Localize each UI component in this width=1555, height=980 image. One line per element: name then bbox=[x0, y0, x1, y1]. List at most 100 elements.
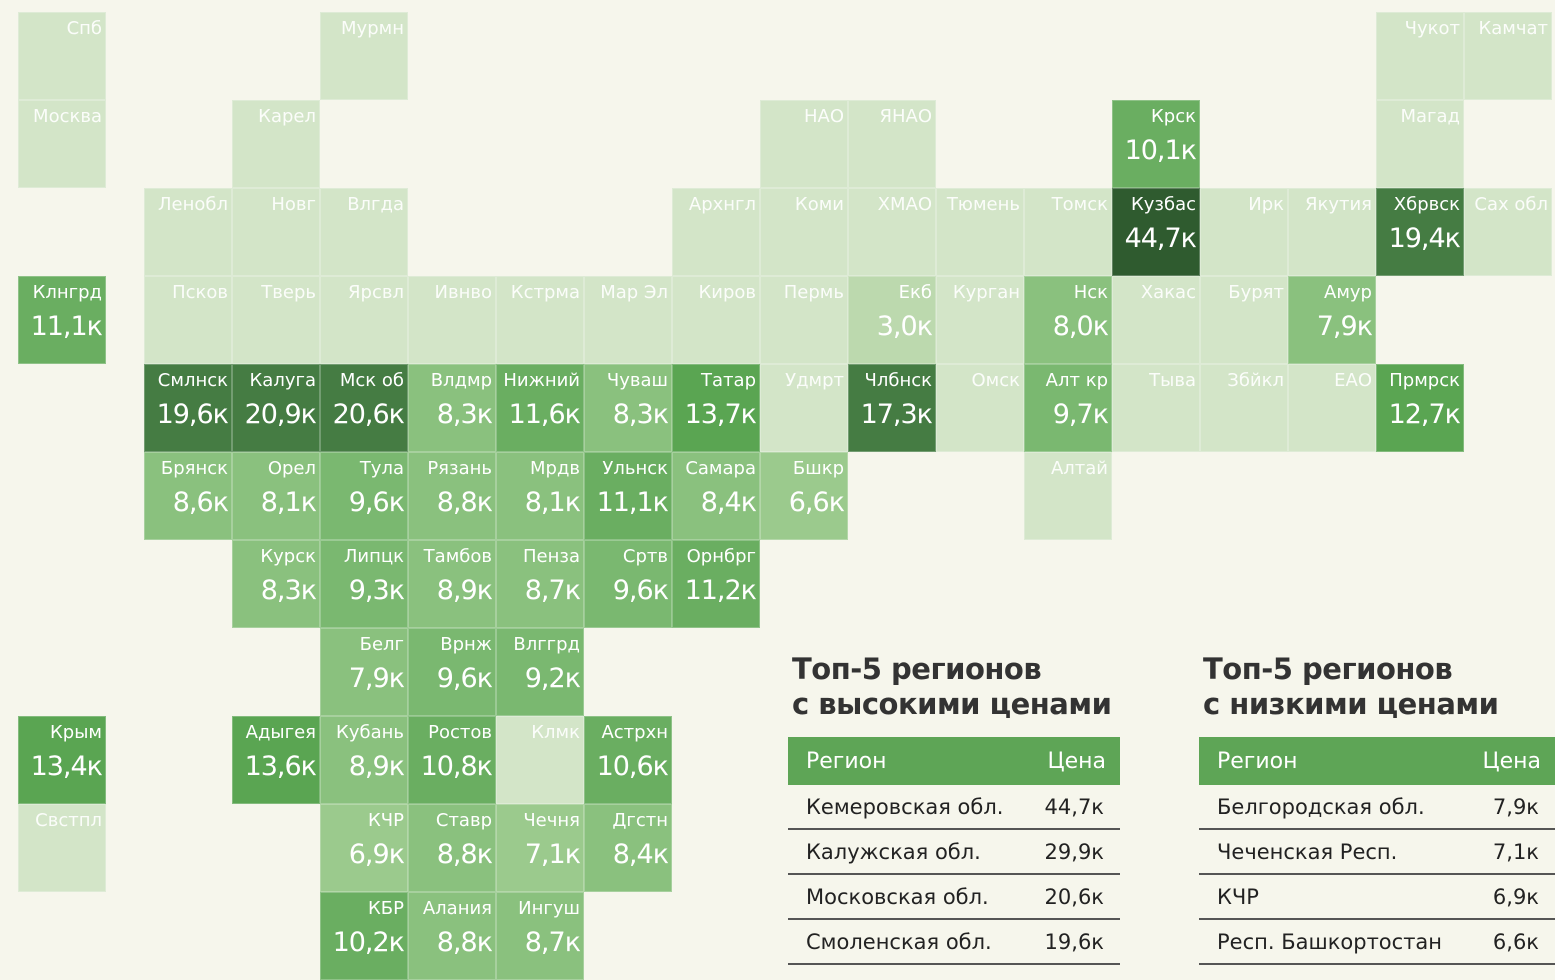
region-tile: Магад bbox=[1376, 100, 1464, 188]
region-value: 9,2к bbox=[524, 663, 581, 694]
region-name: Ивнво bbox=[434, 282, 492, 303]
region-tile: Врнж 9,6к bbox=[408, 628, 496, 716]
region-tile: Москва bbox=[18, 100, 106, 188]
table-header: Регион Цена bbox=[1199, 737, 1555, 785]
region-name: Алт кр bbox=[1045, 370, 1108, 391]
region-value: 10,1к bbox=[1124, 135, 1197, 166]
table-cell: Респ. Башкортостан bbox=[1217, 929, 1443, 954]
region-name: Новг bbox=[271, 194, 316, 215]
region-tile: Бшкр 6,6к bbox=[760, 452, 848, 540]
region-name: Ростов bbox=[428, 722, 492, 743]
region-tile: Киров bbox=[672, 276, 760, 364]
region-tile: Хбрвск 19,4к bbox=[1376, 188, 1464, 276]
region-tile: Ивнво bbox=[408, 276, 496, 364]
region-tile: Тула 9,6к bbox=[320, 452, 408, 540]
region-name: Ставр bbox=[435, 810, 492, 831]
region-tile: Тыва bbox=[1112, 364, 1200, 452]
region-value: 12,7к bbox=[1388, 399, 1461, 430]
table-cell: 29,9к bbox=[1044, 839, 1104, 864]
region-tile: Ульнск 11,1к bbox=[584, 452, 672, 540]
region-tile: Брянск 8,6к bbox=[144, 452, 232, 540]
region-tile: Мурмн bbox=[320, 12, 408, 100]
region-tile: Кузбас 44,7к bbox=[1112, 188, 1200, 276]
region-name: Мск об bbox=[339, 370, 404, 391]
region-name: Свстпл bbox=[35, 810, 102, 831]
region-value: 8,1к bbox=[524, 487, 581, 518]
region-name: Бурят bbox=[1228, 282, 1284, 303]
region-tile: Чуваш 8,3к bbox=[584, 364, 672, 452]
table-cell: Калужская обл. bbox=[806, 839, 981, 864]
table-cell: Белгородская обл. bbox=[1217, 794, 1425, 819]
region-tile: Алтай bbox=[1024, 452, 1112, 540]
region-name: Спб bbox=[66, 18, 102, 39]
region-name: Мурмн bbox=[341, 18, 404, 39]
region-name: Адыгея bbox=[245, 722, 316, 743]
region-name: Кстрма bbox=[510, 282, 580, 303]
region-value: 9,6к bbox=[436, 663, 493, 694]
region-name: Пермь bbox=[783, 282, 844, 303]
region-name: Москва bbox=[33, 106, 102, 127]
region-tile: Пенза 8,7к bbox=[496, 540, 584, 628]
region-name: Ирк bbox=[1248, 194, 1284, 215]
region-name: Камчат bbox=[1478, 18, 1548, 39]
header-cell: Регион bbox=[806, 748, 887, 774]
region-tile: Татар 13,7к bbox=[672, 364, 760, 452]
region-name: Самара bbox=[685, 458, 756, 479]
region-tile: Смлнск 19,6к bbox=[144, 364, 232, 452]
region-name: Рязань bbox=[427, 458, 492, 479]
region-tile: Мрдв 8,1к bbox=[496, 452, 584, 540]
region-name: Амур bbox=[1324, 282, 1372, 303]
region-name: Татар bbox=[701, 370, 756, 391]
region-tile: Ирк bbox=[1200, 188, 1288, 276]
region-value: 13,7к bbox=[684, 399, 757, 430]
region-name: Збйкл bbox=[1227, 370, 1284, 391]
region-tile: ЯНАО bbox=[848, 100, 936, 188]
region-name: Ингуш bbox=[518, 898, 580, 919]
region-name: Кубань bbox=[336, 722, 404, 743]
region-name: Курск bbox=[260, 546, 316, 567]
region-tile: Ставр 8,8к bbox=[408, 804, 496, 892]
region-name: Коми bbox=[794, 194, 844, 215]
region-value: 7,9к bbox=[348, 663, 405, 694]
region-name: Смлнск bbox=[157, 370, 228, 391]
region-value: 10,6к bbox=[596, 751, 669, 782]
region-name: Мар Эл bbox=[600, 282, 668, 303]
region-tile: Адыгея 13,6к bbox=[232, 716, 320, 804]
region-tile: Орел 8,1к bbox=[232, 452, 320, 540]
region-name: Дгстн bbox=[612, 810, 668, 831]
region-tile: Ингуш 8,7к bbox=[496, 892, 584, 980]
region-name: Алтай bbox=[1050, 458, 1108, 479]
region-tile: Амур 7,9к bbox=[1288, 276, 1376, 364]
region-tile: Нижний 11,6к bbox=[496, 364, 584, 452]
region-tile: Курган bbox=[936, 276, 1024, 364]
region-tile: Коми bbox=[760, 188, 848, 276]
table-row: Кемеровская обл. 44,7к bbox=[788, 785, 1120, 830]
region-name: Алания bbox=[422, 898, 492, 919]
table: Топ-5 регионов с высокими ценами Регион Цен… bbox=[788, 652, 1120, 965]
region-value: 9,7к bbox=[1052, 399, 1109, 430]
region-tile: Калуга 20,9к bbox=[232, 364, 320, 452]
region-tile: Клмк bbox=[496, 716, 584, 804]
region-name: НАО bbox=[803, 106, 844, 127]
region-tile: Тюмень bbox=[936, 188, 1024, 276]
region-tile: Тамбов 8,9к bbox=[408, 540, 496, 628]
region-tile: Чукот bbox=[1376, 12, 1464, 100]
region-name: Киров bbox=[698, 282, 756, 303]
region-value: 7,9к bbox=[1316, 311, 1373, 342]
table-title: Топ-5 регионов с высокими ценами bbox=[788, 652, 1120, 722]
header-cell: Регион bbox=[1217, 748, 1298, 774]
region-value: 8,3к bbox=[260, 575, 317, 606]
region-name: Липцк bbox=[343, 546, 404, 567]
region-name: Тыва bbox=[1149, 370, 1196, 391]
region-value: 44,7к bbox=[1124, 223, 1197, 254]
region-name: Крск bbox=[1151, 106, 1196, 127]
region-name: Ярсвл bbox=[348, 282, 404, 303]
region-tile: Екб 3,0к bbox=[848, 276, 936, 364]
header-cell: Цена bbox=[1047, 748, 1106, 774]
region-tile: Карел bbox=[232, 100, 320, 188]
region-tile: Кубань 8,9к bbox=[320, 716, 408, 804]
region-value: 20,9к bbox=[244, 399, 317, 430]
region-name: Хбрвск bbox=[1393, 194, 1460, 215]
region-tile: Ростов 10,8к bbox=[408, 716, 496, 804]
region-value: 8,1к bbox=[260, 487, 317, 518]
